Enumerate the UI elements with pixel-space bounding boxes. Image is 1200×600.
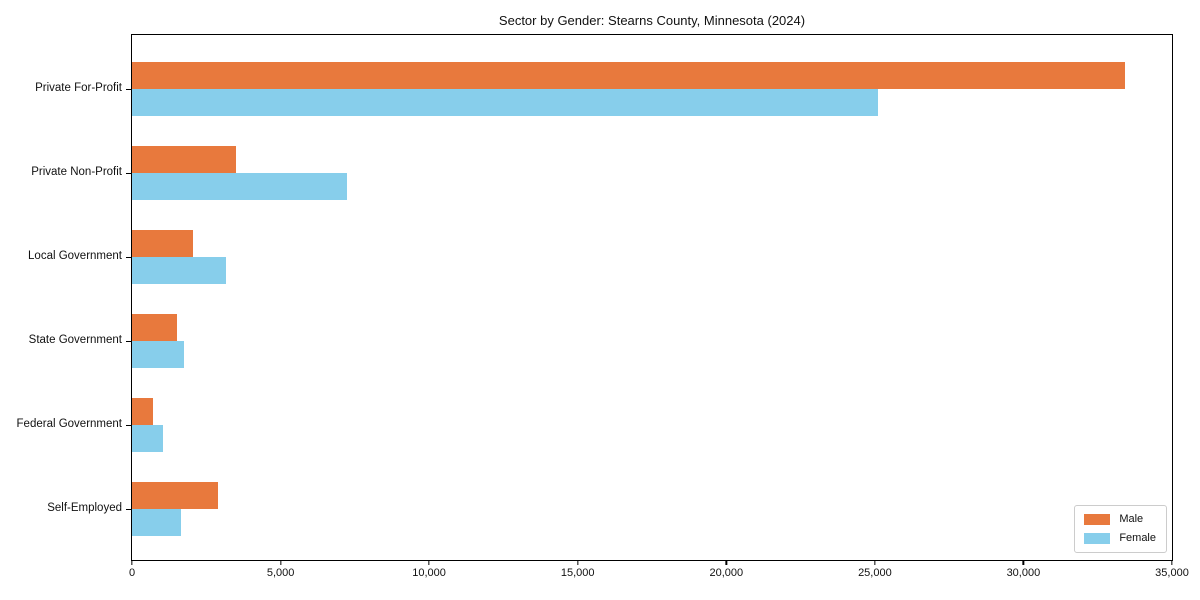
y-axis-label: Local Government bbox=[28, 250, 122, 262]
bar-male bbox=[132, 482, 219, 509]
x-tick bbox=[131, 560, 133, 565]
x-tick-label: 0 bbox=[128, 567, 136, 579]
bar-female bbox=[132, 509, 181, 536]
x-tick-label: 20,000 bbox=[709, 567, 744, 579]
x-tick bbox=[874, 560, 876, 565]
x-tick bbox=[1171, 560, 1173, 565]
y-tick bbox=[125, 88, 131, 90]
bar-female bbox=[132, 89, 878, 116]
bar-female bbox=[132, 257, 226, 284]
bar-male bbox=[132, 230, 193, 257]
x-tick-label: 25,000 bbox=[858, 567, 892, 579]
x-tick-label: 30,000 bbox=[1006, 567, 1041, 579]
bar-female bbox=[132, 173, 348, 200]
bar-female bbox=[132, 341, 184, 368]
x-tick bbox=[577, 560, 579, 565]
legend-label: Female bbox=[1119, 532, 1156, 544]
y-axis-label: Self-Employed bbox=[47, 502, 122, 514]
y-axis-label: Federal Government bbox=[16, 418, 122, 430]
y-tick bbox=[125, 424, 131, 426]
legend: Male Female bbox=[1074, 505, 1167, 553]
y-axis-label: State Government bbox=[28, 334, 122, 346]
y-tick bbox=[125, 508, 131, 510]
y-axis-label: Private For-Profit bbox=[35, 82, 122, 94]
y-tick bbox=[125, 172, 131, 174]
x-tick bbox=[428, 560, 430, 565]
x-tick bbox=[725, 560, 727, 565]
y-axis-label: Private Non-Profit bbox=[31, 166, 122, 178]
bar-female bbox=[132, 425, 164, 452]
x-tick-label: 10,000 bbox=[412, 567, 446, 579]
bar-male bbox=[132, 314, 177, 341]
legend-item: Female bbox=[1084, 532, 1156, 544]
x-tick bbox=[279, 560, 282, 565]
bar-male bbox=[132, 146, 236, 173]
x-tick-label: 5,000 bbox=[266, 567, 295, 579]
y-tick bbox=[125, 256, 131, 258]
bar-male bbox=[132, 62, 1125, 89]
legend-label: Male bbox=[1119, 513, 1144, 525]
plot-area: Male Female 0 5,000 10,000 15,000 20,000 25,00… bbox=[125, 34, 1189, 579]
chart-title: Sector by Gender: Stearns County, Minnes… bbox=[498, 13, 806, 28]
legend-swatch bbox=[1084, 513, 1111, 525]
x-tick bbox=[1022, 560, 1025, 565]
bar-male bbox=[132, 398, 153, 425]
x-tick-label: 15,000 bbox=[560, 567, 595, 579]
legend-item: Male bbox=[1084, 513, 1156, 525]
x-tick-label: 35,000 bbox=[1155, 567, 1189, 579]
y-tick bbox=[125, 340, 131, 342]
legend-swatch bbox=[1084, 532, 1111, 544]
